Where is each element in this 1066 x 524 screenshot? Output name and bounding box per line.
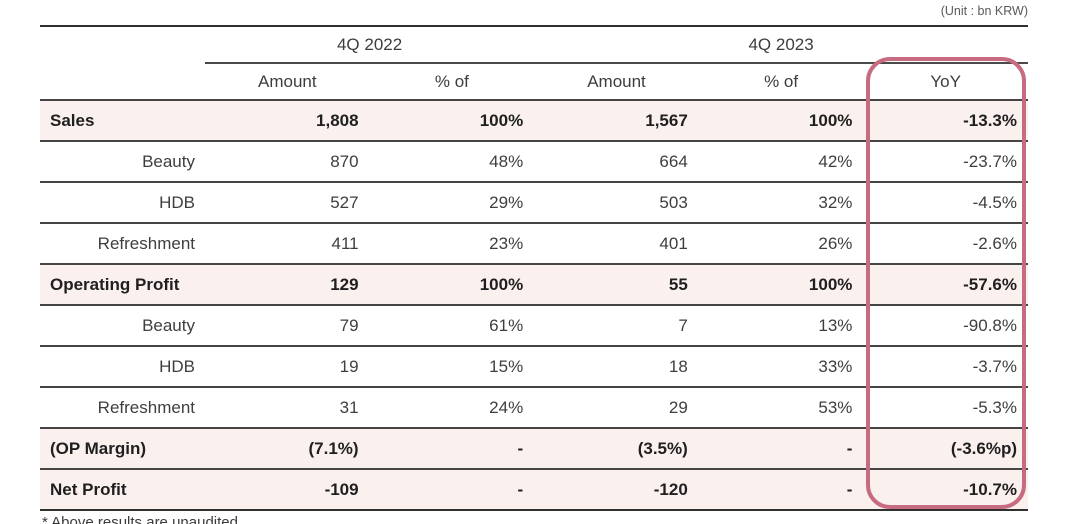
cell-pctof-2022: 48% xyxy=(489,151,524,171)
cell-yoy: -3.7% xyxy=(972,356,1017,376)
column-group-header-row: 4Q 2022 4Q 2023 xyxy=(40,27,1028,64)
table-row-op-beauty: Beauty 79 61% 7 13% -90.8% xyxy=(40,304,1028,345)
cell-pctof-2022: 23% xyxy=(489,233,524,253)
cell-pctof-2023: 100% xyxy=(808,274,853,294)
row-label: Operating Profit xyxy=(50,274,180,294)
cell-amount-2022: 19 xyxy=(339,356,359,376)
row-label: Sales xyxy=(50,110,95,130)
cell-pctof-2022: 100% xyxy=(479,274,524,294)
row-label: HDB xyxy=(159,192,195,212)
cell-pctof-2023: 26% xyxy=(818,233,853,253)
cell-pctof-2023: 100% xyxy=(808,110,853,130)
footnote: * Above results are unaudited xyxy=(42,514,238,524)
cell-amount-2022: -109 xyxy=(324,479,359,499)
table-row-operating-profit: Operating Profit 129 100% 55 100% -57.6% xyxy=(40,263,1028,304)
cell-yoy: -4.5% xyxy=(972,192,1017,212)
cell-amount-2022: 79 xyxy=(339,315,359,335)
cell-pctof-2023: 53% xyxy=(818,397,853,417)
cell-amount-2022: 129 xyxy=(330,274,359,294)
cell-amount-2022: 527 xyxy=(330,192,359,212)
row-label: Refreshment xyxy=(97,233,195,253)
cell-amount-2023: 29 xyxy=(668,397,688,417)
cell-amount-2022: 411 xyxy=(331,233,359,253)
table-row-sales-hdb: HDB 527 29% 503 32% -4.5% xyxy=(40,181,1028,222)
column-header-spacer xyxy=(40,64,205,99)
cell-yoy: -13.3% xyxy=(963,110,1017,130)
cell-pctof-2023: 42% xyxy=(818,151,853,171)
row-label: Net Profit xyxy=(50,479,127,499)
cell-pctof-2022: 61% xyxy=(489,315,524,335)
cell-yoy: -2.6% xyxy=(972,233,1017,253)
cell-amount-2023: (3.5%) xyxy=(637,438,688,458)
unit-note: (Unit : bn KRW) xyxy=(940,4,1028,18)
group-header-spacer xyxy=(40,27,205,64)
cell-pctof-2023: 33% xyxy=(818,356,853,376)
row-label: Refreshment xyxy=(97,397,195,417)
table-row-op-hdb: HDB 19 15% 18 33% -3.7% xyxy=(40,345,1028,386)
group-header-4q2022: 4Q 2022 xyxy=(205,27,535,64)
column-header-amount-2022: Amount xyxy=(258,71,317,91)
table-row-sales-beauty: Beauty 870 48% 664 42% -23.7% xyxy=(40,140,1028,181)
cell-amount-2022: 870 xyxy=(330,151,359,171)
column-header-pctof-2023: % of xyxy=(764,71,799,91)
cell-pctof-2022: 29% xyxy=(489,192,524,212)
cell-yoy: -23.7% xyxy=(963,151,1017,171)
cell-amount-2022: (7.1%) xyxy=(308,438,359,458)
cell-amount-2023: 55 xyxy=(668,274,688,294)
cell-amount-2023: 664 xyxy=(659,151,688,171)
table-row-sales: Sales 1,808 100% 1,567 100% -13.3% xyxy=(40,99,1028,140)
column-header-row: Amount % of Amount % of YoY xyxy=(40,64,1028,99)
cell-yoy: -10.7% xyxy=(963,479,1017,499)
row-label: Beauty xyxy=(142,151,195,171)
quarterly-results-table: 4Q 2022 4Q 2023 Amount % of Amount % of … xyxy=(40,25,1028,511)
cell-amount-2022: 31 xyxy=(339,397,359,417)
cell-pctof-2023: 32% xyxy=(818,192,853,212)
cell-pctof-2022: - xyxy=(517,438,524,458)
cell-amount-2022: 1,808 xyxy=(316,110,359,130)
group-header-4q2023: 4Q 2023 xyxy=(534,27,1028,64)
cell-yoy: (-3.6%p) xyxy=(950,438,1017,458)
cell-pctof-2023: - xyxy=(846,438,853,458)
cell-amount-2023: 503 xyxy=(659,192,688,212)
cell-yoy: -57.6% xyxy=(963,274,1017,294)
table-row-net-profit: Net Profit -109 - -120 - -10.7% xyxy=(40,468,1028,509)
cell-amount-2023: 1,567 xyxy=(645,110,688,130)
cell-amount-2023: 18 xyxy=(668,356,688,376)
cell-amount-2023: 7 xyxy=(678,315,688,335)
cell-pctof-2022: - xyxy=(517,479,524,499)
row-label: (OP Margin) xyxy=(50,438,147,458)
cell-amount-2023: 401 xyxy=(659,233,688,253)
row-label: HDB xyxy=(159,356,195,376)
cell-pctof-2022: 15% xyxy=(489,356,524,376)
cell-yoy: -5.3% xyxy=(972,397,1017,417)
column-header-pctof-2022: % of xyxy=(434,71,469,91)
column-header-amount-2023: Amount xyxy=(587,71,646,91)
table-row-op-refreshment: Refreshment 31 24% 29 53% -5.3% xyxy=(40,386,1028,427)
cell-pctof-2022: 100% xyxy=(479,110,524,130)
table-row-op-margin: (OP Margin) (7.1%) - (3.5%) - (-3.6%p) xyxy=(40,427,1028,468)
row-label: Beauty xyxy=(142,315,195,335)
cell-yoy: -90.8% xyxy=(963,315,1017,335)
cell-pctof-2023: - xyxy=(846,479,853,499)
cell-pctof-2022: 24% xyxy=(489,397,524,417)
cell-pctof-2023: 13% xyxy=(818,315,853,335)
table-row-sales-refreshment: Refreshment 411 23% 401 26% -2.6% xyxy=(40,222,1028,263)
cell-amount-2023: -120 xyxy=(653,479,688,499)
column-header-yoy: YoY xyxy=(930,71,961,91)
